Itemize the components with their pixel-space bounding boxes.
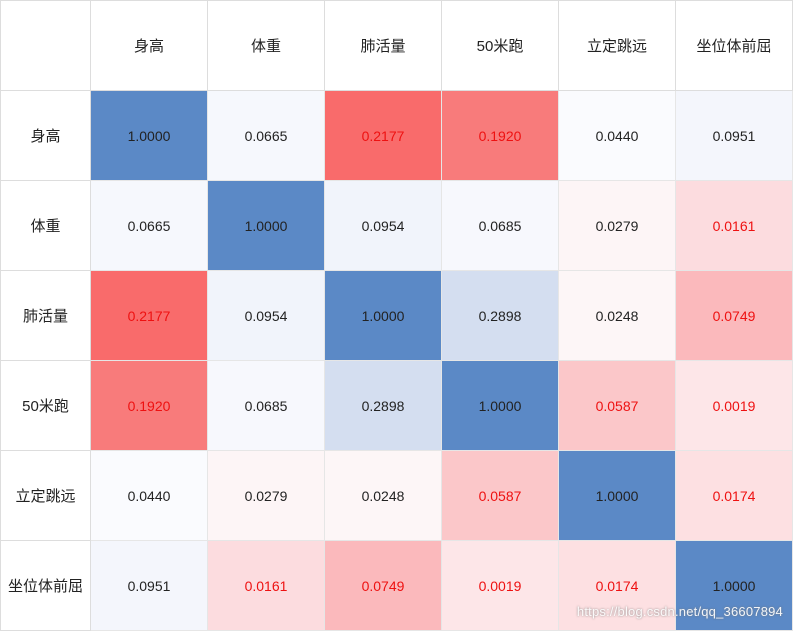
heatmap-cell: 0.0279 [559, 181, 676, 271]
heatmap-cell: 0.0665 [91, 181, 208, 271]
heatmap-cell: 0.0587 [442, 451, 559, 541]
heatmap-cell: 0.0749 [325, 541, 442, 631]
heatmap-cell: 0.0954 [325, 181, 442, 271]
heatmap-cell: 0.0587 [559, 361, 676, 451]
row-header: 坐位体前屈 [1, 541, 91, 631]
row-header: 立定跳远 [1, 451, 91, 541]
heatmap-cell: 0.2898 [325, 361, 442, 451]
row-header: 肺活量 [1, 271, 91, 361]
row-header: 体重 [1, 181, 91, 271]
heatmap-cell: 0.1920 [442, 91, 559, 181]
heatmap-cell: 0.2177 [91, 271, 208, 361]
heatmap-cell: 0.0248 [325, 451, 442, 541]
column-header: 体重 [208, 1, 325, 91]
row-header: 身高 [1, 91, 91, 181]
heatmap-cell: 0.1920 [91, 361, 208, 451]
heatmap-cell: 0.0951 [91, 541, 208, 631]
column-header: 立定跳远 [559, 1, 676, 91]
heatmap-cell: 0.0665 [208, 91, 325, 181]
heatmap-cell: 0.0440 [91, 451, 208, 541]
row-header: 50米跑 [1, 361, 91, 451]
heatmap-cell: 0.0954 [208, 271, 325, 361]
heatmap-cell: 0.0685 [208, 361, 325, 451]
heatmap-cell: 0.2898 [442, 271, 559, 361]
heatmap-cell: 0.2177 [325, 91, 442, 181]
heatmap-cell: 1.0000 [91, 91, 208, 181]
heatmap-cell: 0.0685 [442, 181, 559, 271]
corner-cell [1, 1, 91, 91]
column-header: 50米跑 [442, 1, 559, 91]
heatmap-cell: 0.0174 [676, 451, 793, 541]
heatmap-cell: 0.0019 [676, 361, 793, 451]
watermark-text: https://blog.csdn.net/qq_36607894 [576, 604, 783, 619]
heatmap-cell: 0.0161 [208, 541, 325, 631]
heatmap-cell: 0.0174 [559, 541, 676, 631]
heatmap-cell: 0.0161 [676, 181, 793, 271]
heatmap-cell: 0.0951 [676, 91, 793, 181]
heatmap-cell: 1.0000 [208, 181, 325, 271]
column-header: 肺活量 [325, 1, 442, 91]
heatmap-cell: 0.0248 [559, 271, 676, 361]
column-header: 坐位体前屈 [676, 1, 793, 91]
heatmap-cell: 1.0000 [325, 271, 442, 361]
heatmap-cell: 0.0440 [559, 91, 676, 181]
heatmap-cell: 1.0000 [559, 451, 676, 541]
heatmap-cell: 0.0749 [676, 271, 793, 361]
heatmap-cell: 0.0019 [442, 541, 559, 631]
heatmap-cell: 1.0000 [442, 361, 559, 451]
column-header: 身高 [91, 1, 208, 91]
heatmap-cell: 1.0000 [676, 541, 793, 631]
heatmap-cell: 0.0279 [208, 451, 325, 541]
